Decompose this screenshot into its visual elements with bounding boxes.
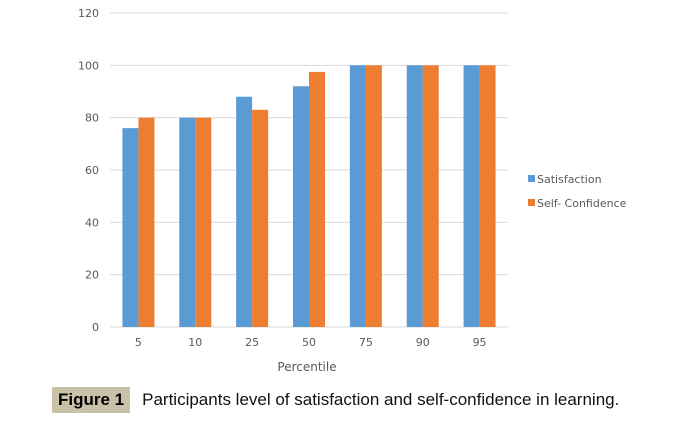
bar-satisfaction-95 — [463, 65, 480, 327]
y-tick-label: 60 — [85, 164, 99, 177]
legend-swatch — [528, 175, 535, 182]
y-tick-label: 40 — [85, 216, 99, 229]
y-tick-label: 20 — [85, 269, 99, 282]
legend: Satisfaction Self- Confidence — [528, 173, 627, 210]
caption-text: Participants level of satisfaction and s… — [142, 390, 620, 409]
x-tick-label: 75 — [359, 336, 373, 349]
bar-self-confidence-75 — [365, 65, 382, 327]
bar-self-confidence-50 — [309, 71, 325, 327]
bar-self-confidence-90 — [422, 65, 439, 327]
bar-self-confidence-10 — [195, 117, 212, 328]
x-tick-label: 50 — [302, 336, 316, 349]
legend-label: Satisfaction — [537, 173, 602, 186]
x-axis-title: Percentile — [277, 360, 336, 374]
bar-satisfaction-25 — [236, 96, 253, 327]
bar-satisfaction-90 — [406, 65, 423, 327]
bar-satisfaction-5 — [122, 128, 139, 327]
bar-self-confidence-25 — [252, 109, 269, 327]
y-tick-label: 80 — [85, 112, 99, 125]
x-axis-ticks: 5 10 25 50 75 90 95 — [135, 336, 487, 349]
y-tick-label: 0 — [92, 321, 99, 334]
x-tick-label: 95 — [473, 336, 487, 349]
bars — [122, 65, 496, 328]
bar-satisfaction-50 — [293, 86, 309, 328]
y-axis-ticks: 0 20 40 60 80 100 120 — [78, 7, 99, 334]
bar-self-confidence-95 — [479, 65, 496, 327]
x-tick-label: 90 — [416, 336, 430, 349]
x-tick-label: 5 — [135, 336, 142, 349]
bar-satisfaction-10 — [179, 117, 196, 328]
figure-label: Figure 1 — [52, 387, 131, 413]
x-tick-label: 10 — [188, 336, 202, 349]
x-tick-label: 25 — [245, 336, 259, 349]
bar-chart: 0 20 40 60 80 100 120 5 10 25 50 75 90 95 Percentile… — [78, 7, 627, 374]
legend-label: Self- Confidence — [537, 197, 627, 210]
bar-satisfaction-75 — [349, 65, 366, 327]
legend-swatch — [528, 199, 535, 206]
bar-self-confidence-5 — [138, 117, 155, 328]
figure-caption: Figure 1 Participants level of satisfact… — [52, 387, 619, 413]
y-tick-label: 100 — [78, 59, 99, 72]
y-tick-label: 120 — [78, 7, 99, 20]
